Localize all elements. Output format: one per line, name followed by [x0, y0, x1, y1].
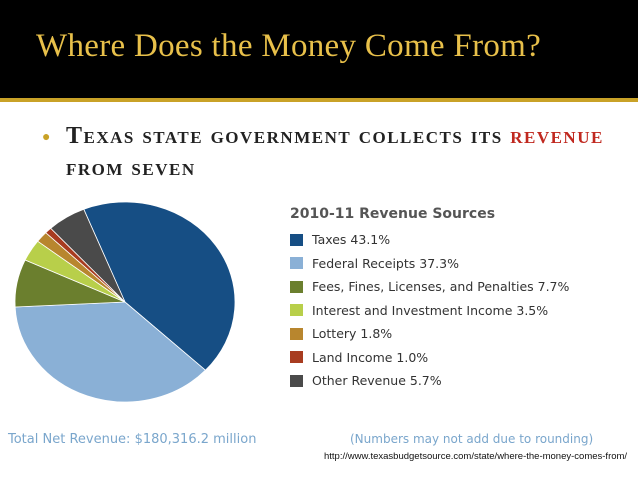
bullet-text-post: from seven	[66, 155, 196, 181]
bullet-text: Texas state government collects its reve…	[66, 120, 626, 184]
legend-swatch	[290, 327, 303, 340]
pie-chart	[14, 201, 236, 403]
legend-label: Lottery 1.8%	[312, 326, 393, 342]
legend-item: Lottery 1.8%	[290, 322, 635, 346]
legend-label: Federal Receipts 37.3%	[312, 255, 459, 271]
legend-item: Other Revenue 5.7%	[290, 369, 635, 393]
legend-label: Fees, Fines, Licenses, and Penalties 7.7…	[312, 279, 570, 295]
legend-item: Federal Receipts 37.3%	[290, 252, 635, 276]
legend-label: Other Revenue 5.7%	[312, 373, 442, 389]
legend-label: Taxes 43.1%	[312, 232, 391, 248]
total-revenue-note: Total Net Revenue: $180,316.2 million	[8, 432, 257, 447]
title-bar: Where Does the Money Come From?	[0, 0, 638, 102]
pie-slice-federal-receipts	[14, 301, 207, 403]
legend-label: Interest and Investment Income 3.5%	[312, 302, 549, 318]
source-box: http://www.texasbudgetsource.com/state/w…	[320, 448, 638, 479]
bullet-text-pre: Texas state government collects its	[66, 123, 511, 149]
bullet-highlight: revenue	[510, 123, 604, 149]
legend-item: Fees, Fines, Licenses, and Penalties 7.7…	[290, 275, 635, 299]
pie-slice-other-revenue	[50, 208, 126, 303]
title-accent-line	[0, 98, 638, 102]
legend-swatch	[290, 374, 303, 387]
legend-swatch	[290, 351, 303, 364]
legend-swatch	[290, 280, 303, 293]
slide-title: Where Does the Money Come From?	[36, 28, 542, 64]
legend-label: Land Income 1.0%	[312, 349, 429, 365]
rounding-note: (Numbers may not add due to rounding)	[350, 432, 594, 446]
legend-swatch	[290, 233, 303, 246]
chart-legend: 2010-11 Revenue Sources Taxes 43.1% Feder…	[290, 206, 635, 393]
pie-slice-taxes	[83, 201, 236, 371]
legend-items: Taxes 43.1% Federal Receipts 37.3% Fees, F…	[290, 228, 635, 393]
source-url[interactable]: http://www.texasbudgetsource.com/state/w…	[324, 451, 628, 462]
legend-item: Taxes 43.1%	[290, 228, 635, 252]
legend-item: Land Income 1.0%	[290, 346, 635, 370]
bullet-dot-icon: ●	[42, 128, 51, 144]
legend-item: Interest and Investment Income 3.5%	[290, 299, 635, 323]
chart-panel	[0, 180, 638, 410]
chart-title: 2010-11 Revenue Sources	[290, 206, 496, 222]
legend-swatch	[290, 304, 303, 317]
legend-swatch	[290, 257, 303, 270]
